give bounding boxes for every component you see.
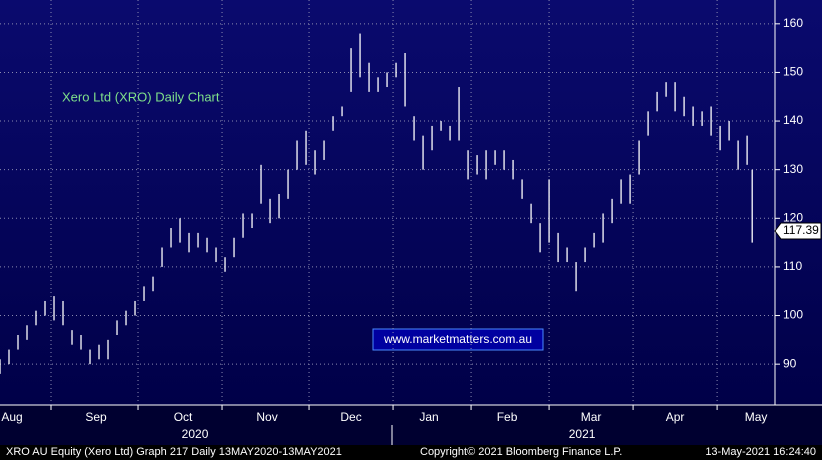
y-tick-label: 90	[783, 356, 797, 370]
year-label: 2020	[182, 427, 209, 441]
month-label: Nov	[256, 410, 277, 424]
year-label: 2021	[569, 427, 596, 441]
month-label: Mar	[581, 410, 602, 424]
month-label: Feb	[497, 410, 518, 424]
chart-title: Xero Ltd (XRO) Daily Chart	[62, 89, 220, 104]
month-label: Apr	[666, 410, 685, 424]
month-label: Jan	[419, 410, 438, 424]
last-price-box	[774, 222, 822, 240]
month-label: Aug	[1, 410, 22, 424]
month-label: Sep	[85, 410, 107, 424]
y-tick-label: 140	[783, 113, 803, 127]
y-tick-label: 150	[783, 65, 803, 79]
footer-left: XRO AU Equity (Xero Ltd) Graph 217 Daily…	[6, 446, 342, 458]
last-price-label: 117.39	[783, 223, 819, 237]
y-tick-label: 110	[783, 259, 802, 273]
footer-middle: Copyright© 2021 Bloomberg Finance L.P.	[420, 446, 622, 458]
month-label: Dec	[340, 410, 361, 424]
y-tick-label: 160	[783, 16, 803, 30]
axis-band	[0, 405, 822, 445]
month-label: Oct	[174, 410, 193, 424]
watermark-box	[372, 328, 544, 351]
y-tick-label: 100	[783, 308, 803, 322]
month-label: May	[745, 410, 768, 424]
y-tick-label: 130	[783, 162, 803, 176]
y-tick-label: 120	[783, 210, 803, 224]
watermark: www.marketmatters.com.au	[383, 332, 532, 346]
footer-right: 13-May-2021 16:24:40	[705, 446, 816, 458]
